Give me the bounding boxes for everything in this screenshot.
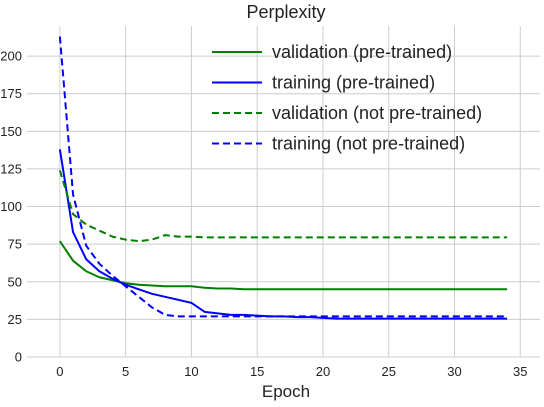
y-tick-label: 25	[8, 312, 22, 327]
x-tick-label: 10	[184, 364, 198, 379]
x-tick-label: 15	[250, 364, 264, 379]
y-tick-label: 75	[8, 237, 22, 252]
chart-title: Perplexity	[246, 2, 325, 22]
legend-label: training (pre-trained)	[272, 73, 435, 93]
x-tick-label: 20	[316, 364, 330, 379]
x-tick-label: 0	[56, 364, 63, 379]
x-tick-label: 30	[447, 364, 461, 379]
series-line-3	[58, 170, 508, 243]
y-tick-label: 125	[0, 161, 22, 176]
x-axis-label: Epoch	[262, 382, 310, 401]
y-tick-label: 150	[0, 124, 22, 139]
y-tick-label: 100	[0, 199, 22, 214]
legend-label: validation (pre-trained)	[272, 42, 452, 62]
series-line-1	[59, 240, 508, 291]
axes: 0 5 10 15 20 25 30 35 0 25 50 75 100 125 150 175 200	[0, 49, 527, 379]
y-tick-label: 50	[8, 274, 22, 289]
legend-label: validation (not pre-trained)	[272, 103, 482, 123]
y-tick-label: 200	[0, 49, 22, 64]
x-tick-label: 35	[513, 364, 527, 379]
legend-label: training (not pre-trained)	[272, 134, 465, 154]
x-tick-label: 25	[381, 364, 395, 379]
y-tick-label: 0	[15, 350, 22, 365]
series-line-4	[58, 36, 508, 318]
legend: validation (pre-trained) training (pre-tr…	[212, 42, 482, 154]
x-tick-label: 5	[122, 364, 129, 379]
series-lines	[58, 36, 508, 320]
y-tick-label: 175	[0, 86, 22, 101]
